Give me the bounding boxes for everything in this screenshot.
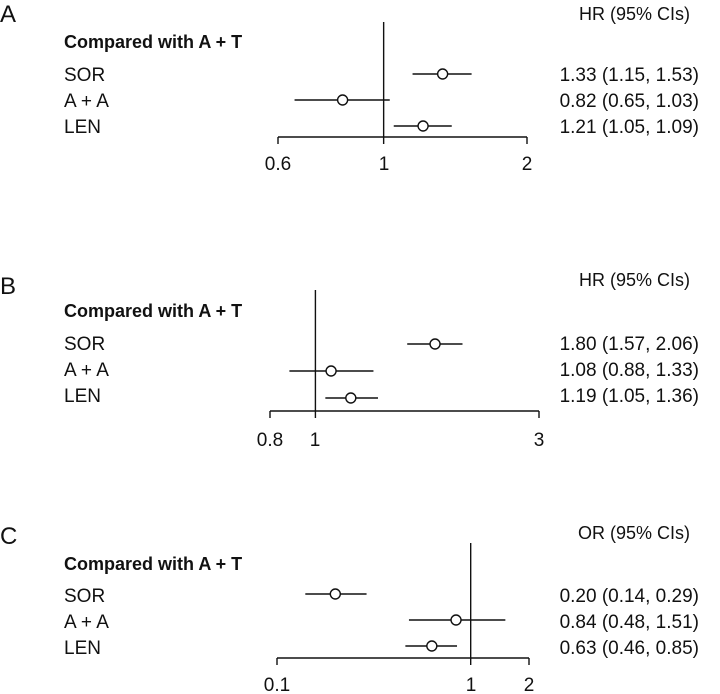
x-tick-label: 2 — [524, 675, 535, 694]
row-label-a-plus-a: A + A — [64, 360, 109, 381]
row-label-a-plus-a: A + A — [64, 612, 109, 633]
x-tick-label: 1 — [466, 675, 477, 694]
plot-marks — [269, 290, 540, 418]
point-estimate-marker — [436, 68, 449, 80]
panel-letter: B — [0, 273, 16, 300]
ci-text-len: 0.63 (0.46, 0.85) — [560, 638, 699, 659]
panel-b: B HR (95% CIs) Compared with A + T SOR A… — [0, 270, 699, 451]
x-tick-label: 0.6 — [265, 154, 291, 175]
effect-header: OR (95% CIs) — [578, 523, 690, 543]
x-tick-label: 2 — [522, 154, 533, 175]
comparison-label: Compared with A + T — [64, 301, 242, 321]
row-label-sor: SOR — [64, 65, 105, 86]
panel-letter: C — [0, 523, 17, 550]
point-estimate-marker — [325, 365, 337, 377]
panel-letter: A — [0, 1, 16, 28]
ci-text-sor: 1.33 (1.15, 1.53) — [560, 65, 699, 86]
point-estimate-marker — [429, 338, 441, 350]
panel-c: C OR (95% CIs) Compared with A + T SOR A… — [0, 523, 699, 694]
comparison-label: Compared with A + T — [64, 554, 242, 574]
ci-text-sor: 0.20 (0.14, 0.29) — [560, 586, 699, 607]
ci-text-sor: 1.80 (1.57, 2.06) — [560, 334, 699, 355]
effect-header: HR (95% CIs) — [579, 4, 690, 24]
ci-text-a-plus-a: 0.84 (0.48, 1.51) — [560, 612, 699, 633]
point-estimate-marker — [426, 640, 438, 652]
row-label-sor: SOR — [64, 586, 105, 607]
point-estimate-marker — [417, 120, 429, 132]
x-tick-label: 1 — [379, 154, 390, 175]
ci-text-len: 1.21 (1.05, 1.09) — [560, 117, 699, 138]
point-estimate-marker — [450, 614, 462, 626]
ci-text-a-plus-a: 0.82 (0.65, 1.03) — [560, 91, 699, 112]
plot-marks — [277, 22, 528, 144]
x-tick-label: 3 — [534, 430, 545, 451]
row-label-len: LEN — [64, 638, 101, 659]
x-tick-label: 0.1 — [264, 675, 290, 694]
comparison-label: Compared with A + T — [64, 32, 242, 52]
effect-header: HR (95% CIs) — [579, 270, 690, 290]
point-estimate-marker — [345, 392, 357, 404]
plot-marks — [276, 543, 530, 665]
point-estimate-marker — [336, 94, 349, 106]
point-estimate-marker — [329, 588, 342, 600]
row-label-len: LEN — [64, 117, 101, 138]
ci-text-len: 1.19 (1.05, 1.36) — [560, 386, 699, 407]
row-label-sor: SOR — [64, 334, 105, 355]
row-label-a-plus-a: A + A — [64, 91, 109, 112]
row-label-len: LEN — [64, 386, 101, 407]
ci-text-a-plus-a: 1.08 (0.88, 1.33) — [560, 360, 699, 381]
x-tick-label: 1 — [310, 430, 321, 451]
x-tick-label: 0.8 — [257, 430, 283, 451]
panel-a: A HR (95% CIs) Compared with A + T SOR A… — [0, 1, 699, 175]
